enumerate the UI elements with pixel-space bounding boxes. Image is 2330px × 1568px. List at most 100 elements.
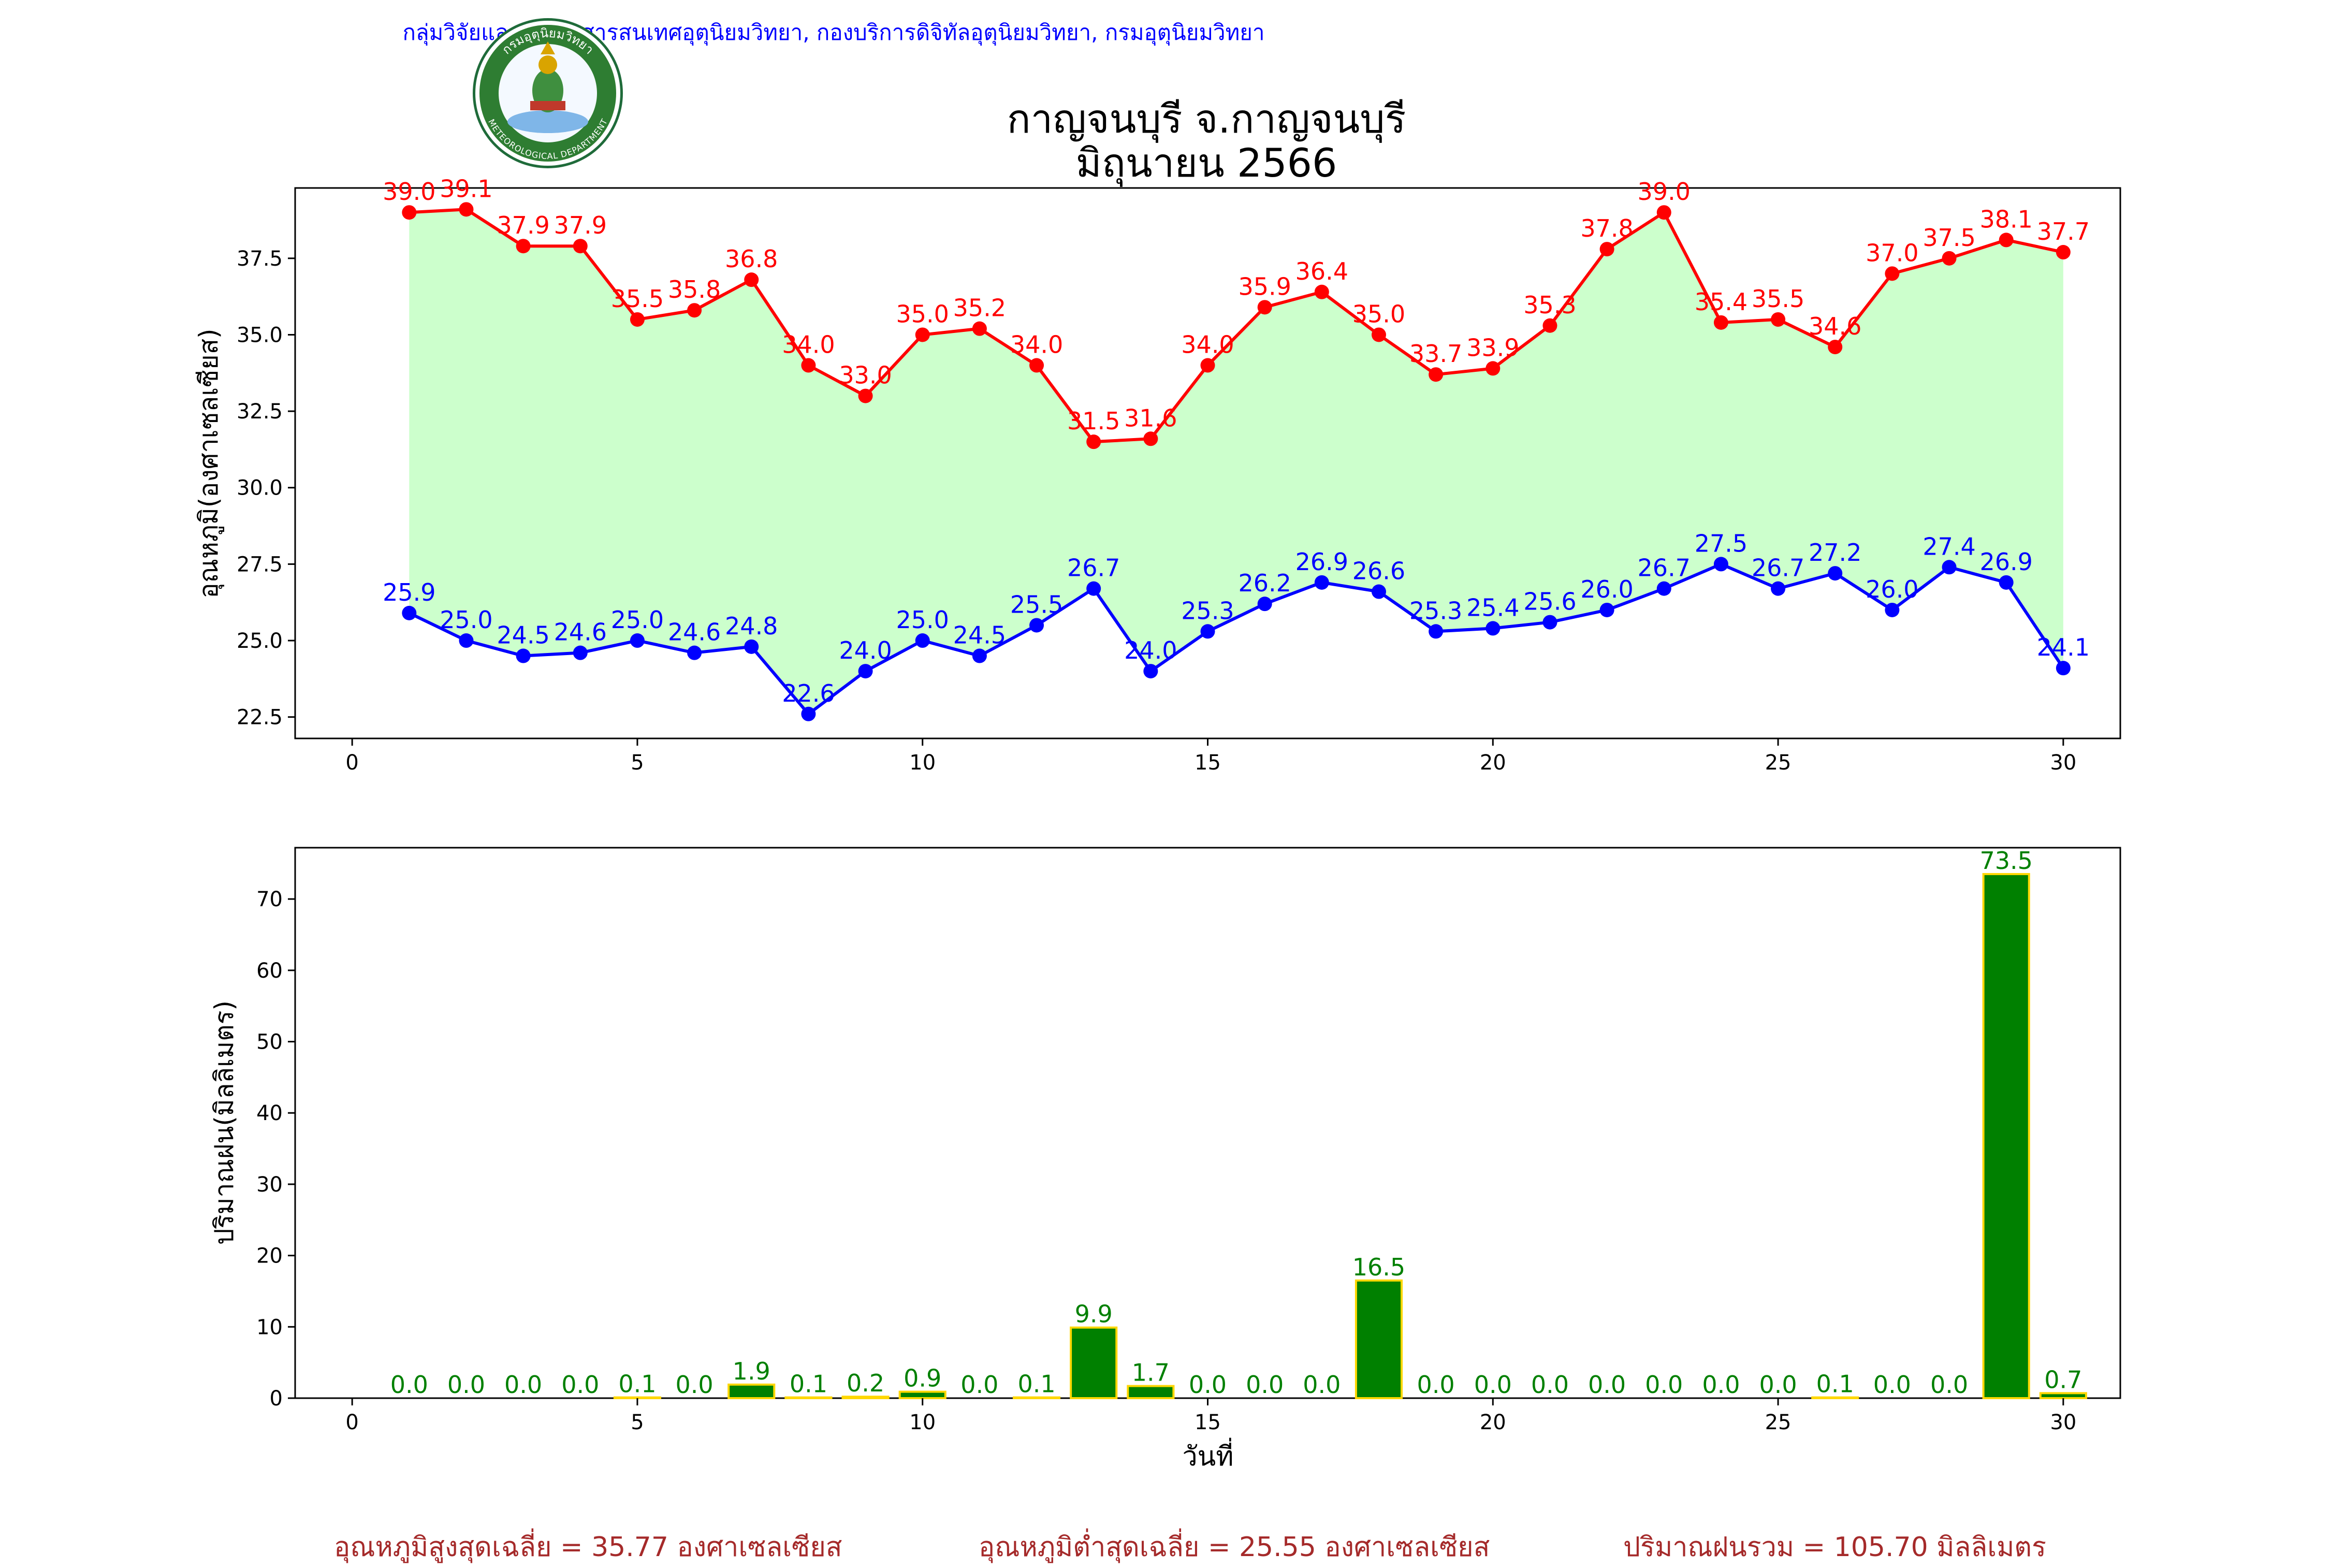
x-tick-label: 30 bbox=[2050, 751, 2076, 775]
x-tick-label: 25 bbox=[1765, 1411, 1792, 1434]
data-label: 24.5 bbox=[497, 621, 549, 649]
data-label: 37.9 bbox=[497, 211, 549, 239]
data-point bbox=[1429, 367, 1444, 382]
data-label: 37.7 bbox=[2037, 217, 2090, 245]
rainfall-chart: 0.0 0.0 0.0 0.0 0.1 0.0 1.9 0.1 0.2 0.9 0.0 0.1 9.9 1… bbox=[209, 847, 2121, 1472]
x-tick-label: 5 bbox=[631, 751, 644, 775]
data-label: 24.1 bbox=[2037, 633, 2090, 661]
min-temp-average: อุณหภูมิต่ำสุดเฉลี่ย = 25.55 องศาเซลเซีย… bbox=[979, 1532, 1490, 1563]
rainfall-y-ticks: 0 10 20 30 40 50 60 70 bbox=[256, 888, 295, 1411]
rain-bar-label: 0.0 bbox=[1930, 1371, 1968, 1399]
data-point bbox=[1942, 560, 1957, 575]
data-label: 31.6 bbox=[1124, 404, 1177, 432]
y-tick-label: 0 bbox=[270, 1387, 283, 1411]
rain-bar bbox=[1355, 1279, 1403, 1400]
x-tick-label: 10 bbox=[909, 751, 936, 775]
data-label: 27.4 bbox=[1923, 532, 1975, 560]
data-point bbox=[1486, 361, 1501, 376]
temperature-range-fill bbox=[409, 209, 2063, 714]
rain-bar-label: 0.0 bbox=[1759, 1371, 1797, 1399]
data-label: 24.0 bbox=[839, 636, 892, 664]
rain-bar bbox=[727, 1383, 776, 1400]
rain-bar-label: 0.0 bbox=[960, 1371, 998, 1399]
data-point bbox=[402, 205, 417, 220]
series-line bbox=[409, 208, 2064, 444]
data-label: 35.9 bbox=[1238, 272, 1291, 300]
min-temperature-series: 25.925.024.5 24.6 25.0 24.6 24.822.624.025.0… bbox=[383, 529, 2090, 721]
rain-bar-label: 0.0 bbox=[1645, 1371, 1683, 1399]
data-point bbox=[858, 388, 873, 403]
x-tick-label: 15 bbox=[1195, 1411, 1221, 1434]
data-label: 25.5 bbox=[1010, 590, 1063, 618]
data-label: 26.0 bbox=[1866, 575, 1918, 603]
month-title: มิถุนายน 2566 bbox=[1075, 140, 1337, 186]
x-tick-label: 25 bbox=[1765, 751, 1792, 775]
data-label: 22.6 bbox=[782, 679, 835, 707]
data-label: 35.2 bbox=[953, 294, 1006, 322]
data-label: 26.7 bbox=[1638, 554, 1691, 582]
y-tick-label: 32.5 bbox=[237, 400, 283, 424]
data-point bbox=[573, 645, 588, 660]
data-point bbox=[1771, 312, 1786, 327]
rain-bar-label: 0.0 bbox=[1531, 1371, 1569, 1399]
data-point bbox=[2056, 245, 2071, 260]
data-point bbox=[972, 321, 987, 336]
temperature-y-ticks: 22.5 25.0 27.5 30.0 32.5 35.0 37.5 bbox=[237, 247, 295, 730]
data-point bbox=[1942, 251, 1957, 266]
data-point bbox=[1429, 624, 1444, 639]
rain-bar-label: 16.5 bbox=[1352, 1253, 1405, 1281]
rain-bar-label: 0.9 bbox=[904, 1364, 941, 1392]
rain-bar-label: 1.9 bbox=[733, 1357, 770, 1385]
data-point bbox=[972, 648, 987, 663]
data-point bbox=[1713, 557, 1728, 572]
rain-bar-label: 0.1 bbox=[1017, 1370, 1055, 1398]
data-label: 26.6 bbox=[1352, 557, 1405, 585]
data-label: 26.7 bbox=[1067, 554, 1120, 582]
data-label: 24.6 bbox=[668, 618, 721, 646]
rainfall-x-axis-label: วันที่ bbox=[1182, 1438, 1233, 1472]
data-point bbox=[687, 645, 702, 660]
data-label: 26.9 bbox=[1295, 548, 1348, 576]
temperature-x-ticks: 0 5 10 15 20 25 30 bbox=[345, 738, 2076, 775]
rain-bar bbox=[841, 1396, 890, 1399]
data-point bbox=[516, 648, 531, 663]
rain-bar-label: 0.0 bbox=[1588, 1371, 1626, 1399]
data-label: 39.0 bbox=[383, 178, 435, 206]
rain-bar bbox=[898, 1390, 946, 1399]
rain-bar-label: 0.1 bbox=[790, 1370, 827, 1398]
data-point bbox=[1371, 327, 1386, 342]
data-label: 25.3 bbox=[1409, 597, 1462, 625]
data-label: 37.8 bbox=[1580, 214, 1633, 242]
rain-bar-label: 0.0 bbox=[1246, 1371, 1284, 1399]
data-label: 33.0 bbox=[839, 361, 892, 389]
data-point bbox=[1999, 575, 2014, 590]
data-label: 25.0 bbox=[611, 606, 664, 634]
data-label: 31.5 bbox=[1067, 407, 1120, 435]
data-point bbox=[801, 706, 816, 721]
data-point bbox=[1257, 300, 1272, 315]
data-label: 25.4 bbox=[1466, 593, 1519, 621]
data-point bbox=[459, 633, 474, 648]
rain-bar bbox=[1982, 873, 2030, 1399]
data-point bbox=[2056, 661, 2071, 676]
data-label: 35.0 bbox=[896, 300, 949, 328]
temperature-y-axis-label: อุณหภูมิ(องศาเซลเซียส) bbox=[194, 328, 224, 598]
data-label: 26.9 bbox=[1979, 548, 2032, 576]
data-label: 35.3 bbox=[1523, 291, 1576, 319]
data-point bbox=[1029, 358, 1044, 373]
data-label: 36.4 bbox=[1295, 257, 1348, 285]
data-point bbox=[1143, 431, 1158, 446]
data-label: 39.1 bbox=[440, 175, 492, 202]
data-label: 25.9 bbox=[383, 578, 435, 606]
temperature-series: 39.0 39.137.9 37.935.5 35.836.834.033.035.0… bbox=[383, 175, 2090, 721]
x-tick-label: 20 bbox=[1480, 751, 1506, 775]
data-label: 24.5 bbox=[953, 621, 1006, 649]
data-point bbox=[744, 272, 759, 287]
rain-bar-label: 0.0 bbox=[390, 1371, 428, 1399]
data-point bbox=[915, 327, 930, 342]
data-point bbox=[516, 239, 531, 254]
data-point bbox=[1086, 434, 1101, 449]
data-point bbox=[1828, 566, 1843, 581]
data-label: 35.5 bbox=[1752, 285, 1804, 313]
rain-bar-label: 0.0 bbox=[1417, 1371, 1455, 1399]
